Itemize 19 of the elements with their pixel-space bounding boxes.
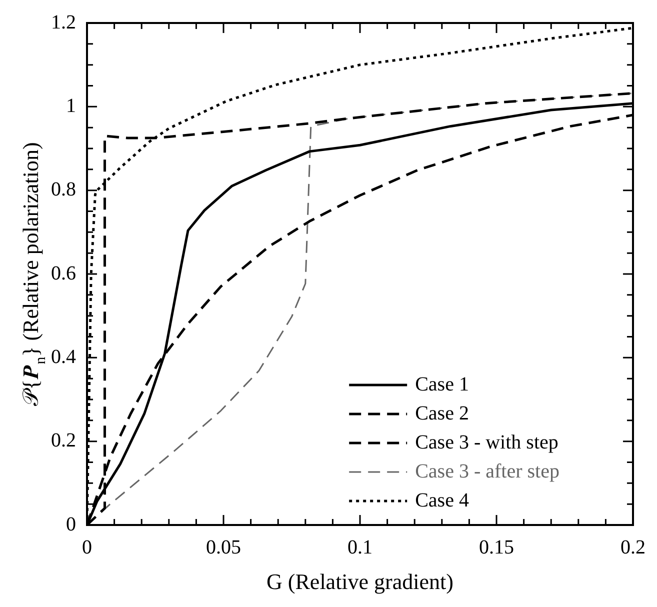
y-tick-label: 0.8 — [51, 178, 76, 201]
x-axis-title: G (Relative gradient) — [266, 569, 454, 594]
legend-label: Case 1 — [415, 373, 469, 396]
y-tick-label: 0.4 — [51, 346, 76, 368]
legend-label: Case 2 — [415, 402, 469, 424]
x-tick-label: 0.2 — [620, 536, 646, 558]
y-axis-title: 𝒫{𝑷n} (Relative polarization) — [18, 142, 49, 406]
y-tick-label: 1.2 — [51, 11, 76, 34]
y-tick-label: 0.6 — [51, 262, 76, 284]
legend-label: Case 4 — [415, 489, 469, 512]
legend-label: Case 3 - with step — [415, 431, 558, 454]
y-tick-label: 0 — [66, 513, 76, 536]
y-tick-label: 0.2 — [51, 430, 76, 452]
legend-label: Case 3 - after step — [415, 460, 560, 482]
y-tick-label: 1 — [66, 94, 76, 117]
x-tick-label: 0.15 — [479, 536, 514, 558]
x-tick-label: 0 — [82, 536, 92, 558]
x-tick-label: 0.05 — [206, 536, 241, 558]
x-tick-label: 0.1 — [348, 536, 372, 558]
